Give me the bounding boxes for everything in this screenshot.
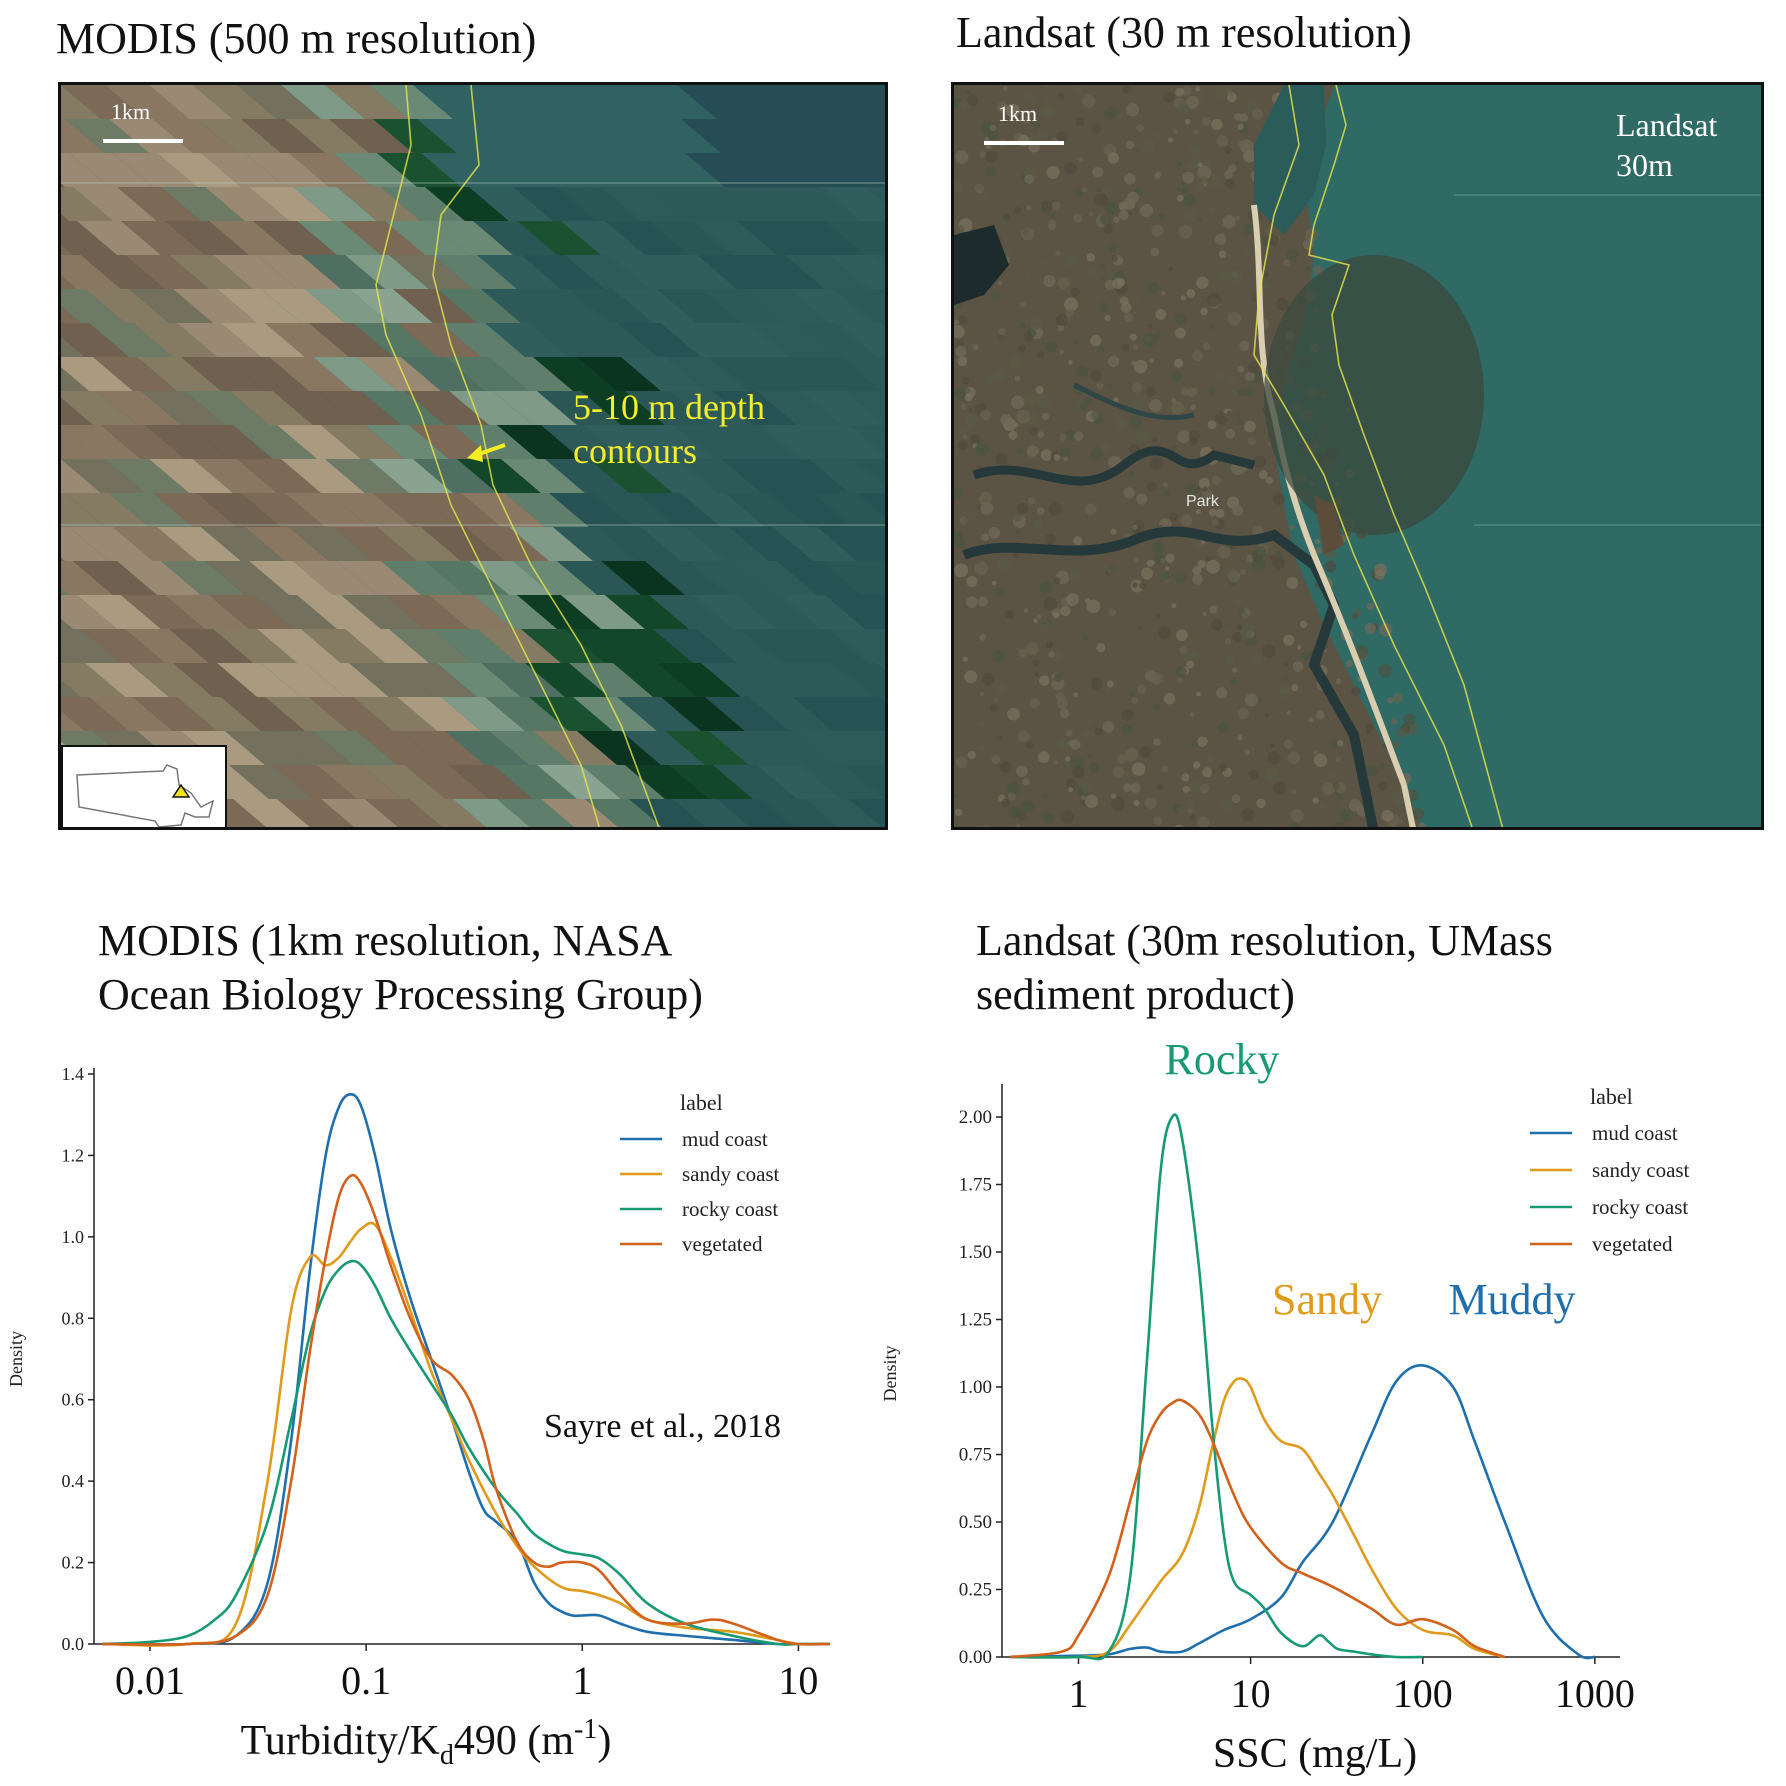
legend-label: sandy coast [1592,1158,1690,1182]
modis-map-title: MODIS (500 m resolution) [56,14,537,63]
modis-chart-title: MODIS (1km resolution, NASA Ocean Biolog… [98,914,703,1022]
scale-label: 1km [111,99,151,124]
y-tick-label: 2.00 [959,1107,992,1128]
annotation-sandy: Sandy [1272,1275,1382,1324]
legend-label: rocky coast [1592,1195,1688,1219]
x-tick-label: 0.01 [115,1658,185,1703]
y-tick-label: 1.2 [62,1145,85,1165]
x-tick-label: 1000 [1555,1671,1635,1716]
landsat-density-chart: 0.00 0.25 0.50 0.75 1.00 1.25 1.50 1.75 2.00 1 10 1… [870,1030,1786,1782]
depth-contour-annotation: 5-10 m depth contours [573,385,765,473]
legend-label: vegetated [682,1232,763,1256]
annotation-muddy: Muddy [1448,1275,1575,1324]
legend-label: vegetated [1592,1232,1673,1256]
annotation-line-2: contours [573,431,697,471]
y-tick-label: 0.75 [959,1445,992,1466]
scale-bar [984,141,1064,145]
y-tick-label: 1.25 [959,1310,992,1331]
y-tick-label: 1.0 [62,1227,85,1247]
y-tick-label: 0.4 [62,1471,85,1491]
y-tick-label: 1.00 [959,1377,992,1398]
landsat-chart-title-line-2: sediment product) [976,970,1295,1019]
landsat-map: 1km Landsat 30m Park [951,82,1764,830]
modis-map: 1km 5-10 m depth contours [58,82,888,830]
annotation-rocky: Rocky [1165,1035,1280,1084]
modis-chart-title-line-1: MODIS (1km resolution, NASA [98,916,673,965]
series-line-mud-coast [101,1093,830,1646]
legend-title: label [1590,1084,1633,1109]
park-map-label: Park [1186,493,1219,510]
legend-label: mud coast [1592,1121,1678,1145]
y-tick-label: 0.0 [62,1634,85,1654]
landsat-map-title: Landsat (30 m resolution) [956,8,1412,57]
y-tick-label: 0.25 [959,1580,992,1601]
scale-label: 1km [998,101,1038,126]
series-line-vegetated [1009,1398,1506,1659]
y-tick-label: 0.50 [959,1512,992,1533]
landsat-corner-label: Landsat 30m [1616,105,1717,185]
y-tick-label: 0.2 [62,1553,85,1573]
landsat-chart-title: Landsat (30m resolution, UMass sediment … [976,914,1553,1022]
x-tick-label: 100 [1393,1671,1453,1716]
landsat-imagery [954,85,1761,827]
modis-density-plot: 0.0 0.2 0.4 0.6 0.8 1.0 1.2 1.4 0.01 0.1 1 10 Densit… [6,1064,831,1771]
massachusetts-outline-icon [76,764,215,827]
y-tick-label: 1.50 [959,1242,992,1263]
y-tick-label: 0.8 [62,1308,85,1328]
series-line-mud-coast [1009,1364,1596,1660]
modis-imagery [61,85,885,827]
y-tick-label: 1.4 [62,1064,85,1084]
y-axis-label: Density [880,1346,900,1402]
modis-chart-title-line-2: Ocean Biology Processing Group) [98,970,703,1019]
landsat-density-plot: 0.00 0.25 0.50 0.75 1.00 1.25 1.50 1.75 2.00 1 10 1… [880,1035,1690,1777]
citation: Sayre et al., 2018 [544,1408,781,1445]
corner-line-2: 30m [1616,147,1673,183]
x-tick-label: 1 [1068,1671,1088,1716]
location-triangle-icon [171,783,191,798]
legend-label: mud coast [682,1127,768,1151]
series-line-rocky-coast [1009,1113,1423,1661]
scale-bar [103,139,183,143]
landsat-chart-title-line-1: Landsat (30m resolution, UMass [976,916,1553,965]
series-line-rocky-coast [101,1259,830,1646]
y-axis-label: Density [6,1331,26,1387]
legend-title: label [680,1090,723,1115]
x-axis-label: SSC (mg/L) [1213,1731,1417,1777]
x-tick-label: 10 [1231,1671,1271,1716]
x-axis-label: Turbidity/Kd490 (m-1) [241,1714,612,1771]
x-tick-label: 10 [778,1658,818,1703]
y-tick-label: 1.75 [959,1175,992,1196]
y-tick-label: 0.00 [959,1647,992,1668]
x-tick-label: 0.1 [341,1658,391,1703]
locator-inset [61,745,227,827]
y-tick-label: 0.6 [62,1390,85,1410]
legend-label: rocky coast [682,1197,778,1221]
annotation-line-1: 5-10 m depth [573,387,765,427]
legend-label: sandy coast [682,1162,780,1186]
modis-density-chart: 0.0 0.2 0.4 0.6 0.8 1.0 1.2 1.4 0.01 0.1 1 10 Densit… [0,1040,880,1782]
series-line-sandy-coast [1009,1377,1506,1659]
corner-line-1: Landsat [1616,107,1718,143]
x-tick-label: 1 [572,1658,592,1703]
series-line-vegetated [101,1173,831,1646]
